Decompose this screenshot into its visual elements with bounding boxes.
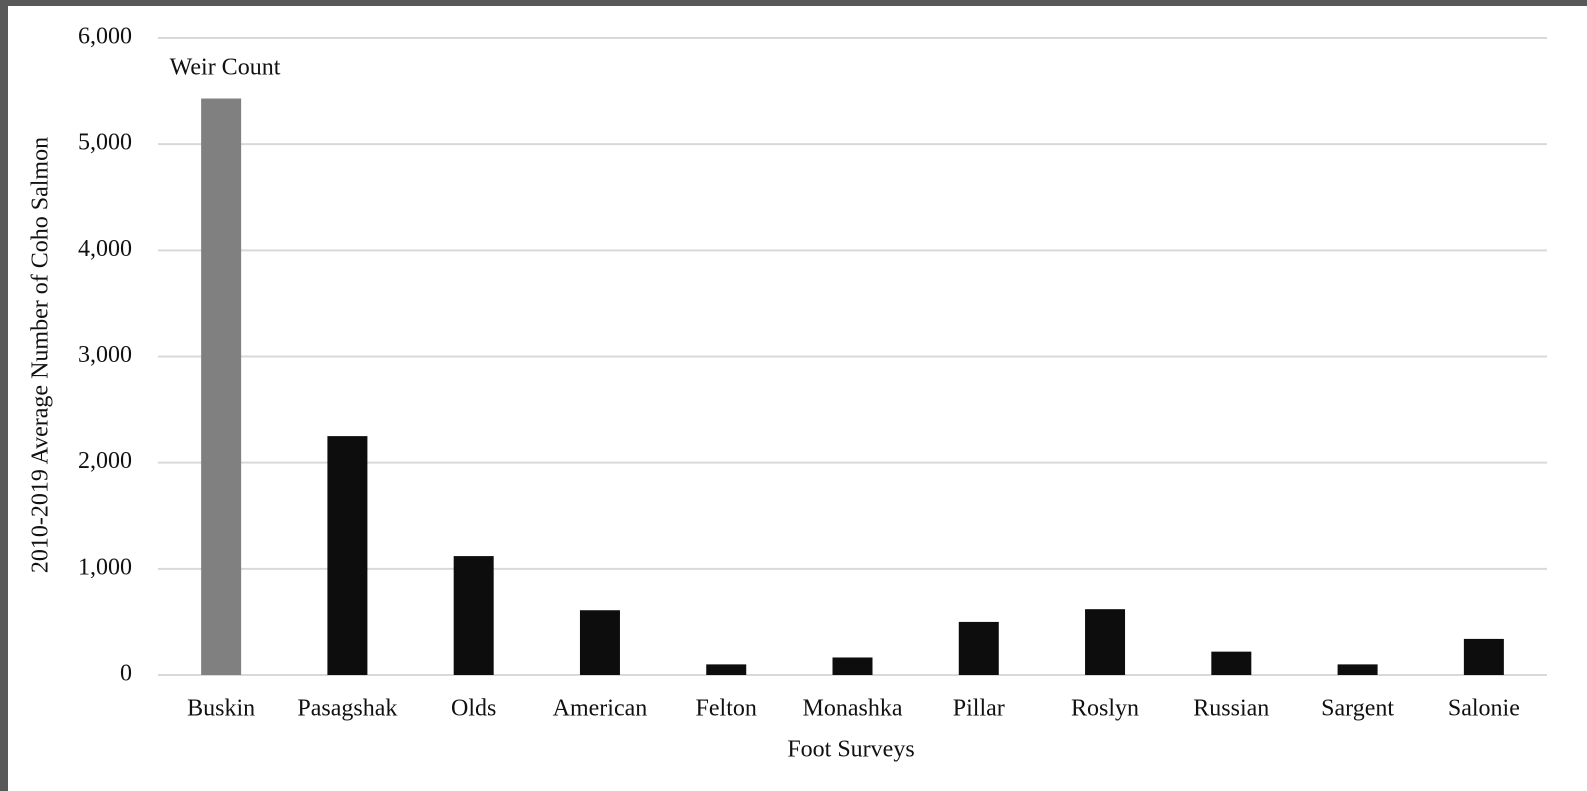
y-tick-label: 0 xyxy=(120,661,132,687)
y-tick-label: 2,000 xyxy=(78,448,132,474)
bar xyxy=(327,436,368,675)
y-tick-label: 6,000 xyxy=(78,24,132,50)
y-tick-label: 5,000 xyxy=(78,130,132,156)
x-tick-label: Buskin xyxy=(187,696,255,722)
bar xyxy=(201,98,242,675)
x-tick-label: Pillar xyxy=(953,696,1005,722)
x-tick-label: Monashka xyxy=(803,696,903,722)
x-tick-label: Salonie xyxy=(1448,696,1520,722)
y-tick-label: 3,000 xyxy=(78,342,132,368)
x-tick-label: Pasagshak xyxy=(297,696,397,722)
annotation: Weir Count xyxy=(170,55,281,81)
bar xyxy=(579,610,620,675)
x-tick-label: Sargent xyxy=(1321,696,1394,722)
x-tick-label: Roslyn xyxy=(1071,696,1139,722)
bar xyxy=(1211,651,1252,675)
bar xyxy=(706,664,747,675)
y-axis-title: 2010-2019 Average Number of Coho Salmon xyxy=(28,137,54,573)
y-tick-label: 1,000 xyxy=(78,554,132,580)
bar xyxy=(1337,664,1378,675)
x-tick-label: Olds xyxy=(451,696,496,722)
bar xyxy=(832,657,873,675)
bar xyxy=(453,556,494,675)
x-axis-title: Foot Surveys xyxy=(787,737,914,763)
bar xyxy=(1463,638,1504,675)
x-tick-label: Felton xyxy=(696,696,757,722)
background xyxy=(8,6,1587,791)
x-tick-label: Russian xyxy=(1193,696,1269,722)
y-tick-label: 4,000 xyxy=(78,236,132,262)
bar xyxy=(1085,609,1126,675)
bar xyxy=(958,621,999,675)
x-tick-label: American xyxy=(553,696,648,722)
